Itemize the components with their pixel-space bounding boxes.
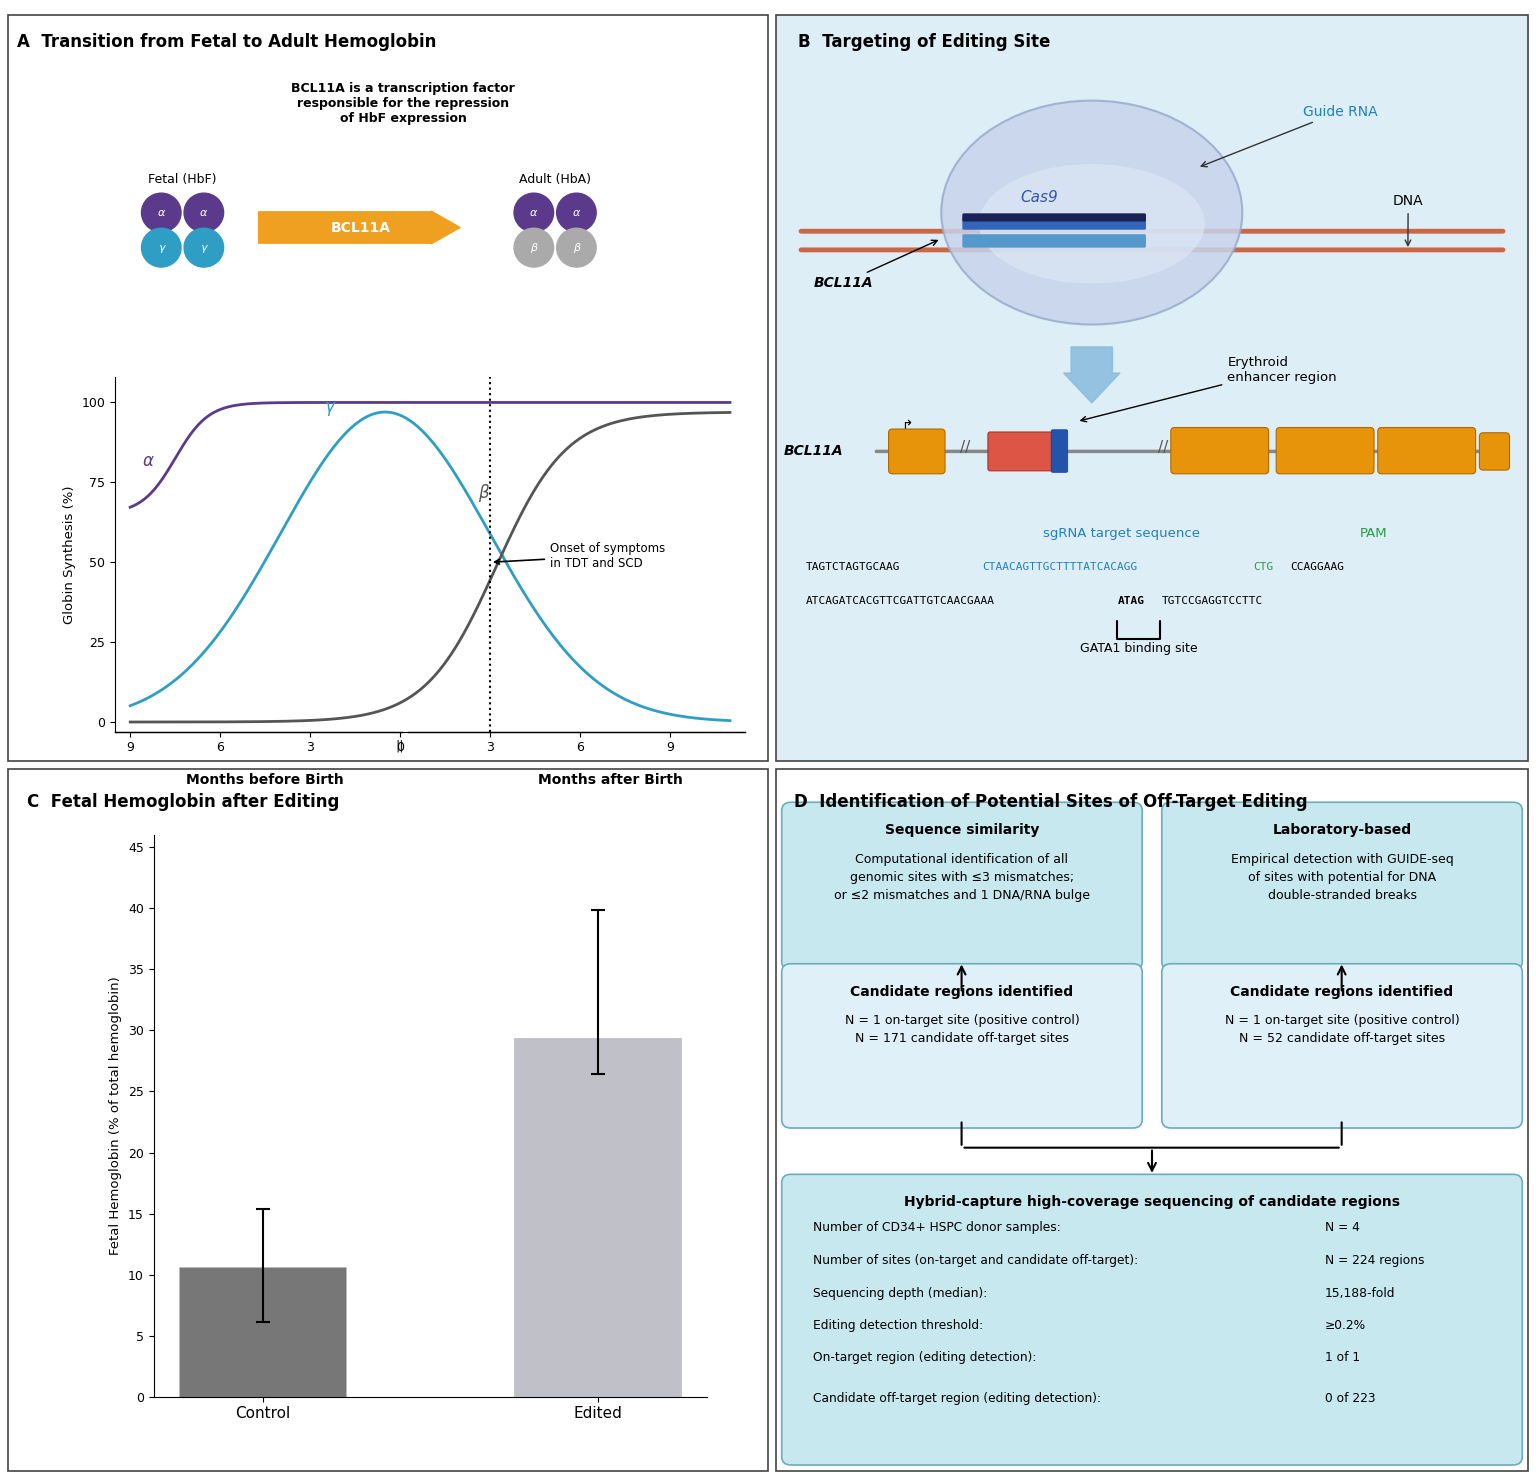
Circle shape (515, 228, 553, 268)
Text: //: // (1158, 440, 1169, 455)
Circle shape (184, 194, 224, 232)
Ellipse shape (978, 164, 1204, 284)
Text: α: α (573, 207, 581, 217)
Text: BCL11A is a transcription factor
responsible for the repression
of HbF expressio: BCL11A is a transcription factor respons… (292, 81, 515, 126)
Y-axis label: Globin Synthesis (%): Globin Synthesis (%) (63, 485, 77, 624)
Text: B  Targeting of Editing Site: B Targeting of Editing Site (799, 34, 1051, 52)
Text: N = 1 on-target site (positive control)
N = 52 candidate off-target sites: N = 1 on-target site (positive control) … (1224, 1014, 1459, 1045)
Text: Empirical detection with GUIDE-seq
of sites with potential for DNA
double-strand: Empirical detection with GUIDE-seq of si… (1230, 853, 1453, 902)
Text: Computational identification of all
genomic sites with ≤3 mismatches;
or ≤2 mism: Computational identification of all geno… (834, 853, 1091, 902)
FancyBboxPatch shape (963, 216, 1146, 229)
FancyBboxPatch shape (1378, 427, 1476, 474)
Text: Editing detection threshold:: Editing detection threshold: (814, 1318, 983, 1332)
Text: Sequencing depth (median):: Sequencing depth (median): (814, 1287, 988, 1299)
Text: Sequence similarity: Sequence similarity (885, 823, 1040, 838)
FancyBboxPatch shape (888, 429, 945, 474)
Text: γ: γ (201, 242, 207, 253)
FancyBboxPatch shape (963, 213, 1146, 222)
Text: Candidate regions identified: Candidate regions identified (1230, 984, 1453, 999)
FancyArrow shape (1063, 347, 1120, 403)
Text: Erythroid
enhancer region: Erythroid enhancer region (1081, 356, 1336, 421)
Text: Laboratory-based: Laboratory-based (1272, 823, 1412, 838)
Text: Guide RNA: Guide RNA (1201, 105, 1378, 167)
Text: Months after Birth: Months after Birth (538, 773, 682, 788)
Text: CTG: CTG (1253, 562, 1273, 572)
Text: α: α (158, 207, 164, 217)
FancyBboxPatch shape (963, 234, 1146, 248)
FancyBboxPatch shape (1276, 427, 1375, 474)
Text: Onset of symptoms
in TDT and SCD: Onset of symptoms in TDT and SCD (495, 542, 665, 571)
Text: ↱: ↱ (902, 418, 914, 433)
Text: BCL11A: BCL11A (814, 241, 937, 290)
Text: Candidate regions identified: Candidate regions identified (851, 984, 1074, 999)
Text: Cas9: Cas9 (1020, 191, 1058, 205)
Text: 1 of 1: 1 of 1 (1326, 1351, 1361, 1364)
Text: 0 of 223: 0 of 223 (1326, 1392, 1376, 1406)
Circle shape (141, 194, 181, 232)
Text: Fetal (HbF): Fetal (HbF) (149, 173, 217, 186)
Circle shape (556, 194, 596, 232)
Text: Candidate off-target region (editing detection):: Candidate off-target region (editing det… (814, 1392, 1101, 1406)
Text: BCL11A: BCL11A (783, 445, 843, 458)
Text: ATCAGATCACGTTCGATTGTCAACGAAA: ATCAGATCACGTTCGATTGTCAACGAAA (806, 596, 995, 606)
FancyArrow shape (258, 211, 461, 244)
Circle shape (141, 228, 181, 268)
Ellipse shape (942, 101, 1243, 325)
Text: DNA: DNA (1393, 194, 1424, 245)
Text: α: α (530, 207, 538, 217)
FancyBboxPatch shape (1051, 430, 1068, 473)
Bar (178, 1267, 346, 1397)
Text: β: β (530, 242, 538, 253)
FancyBboxPatch shape (782, 964, 1143, 1128)
Text: TAGTCTAGTGCAAG: TAGTCTAGTGCAAG (806, 562, 900, 572)
FancyBboxPatch shape (1170, 427, 1269, 474)
FancyBboxPatch shape (1479, 433, 1510, 470)
Text: Adult (HbA): Adult (HbA) (519, 173, 591, 186)
Text: PAM: PAM (1361, 528, 1389, 539)
Text: N = 4: N = 4 (1326, 1221, 1359, 1234)
Text: β: β (573, 242, 581, 253)
Bar (515, 1038, 682, 1397)
Text: GATA1 binding site: GATA1 binding site (1080, 641, 1197, 655)
Text: 15,188-fold: 15,188-fold (1326, 1287, 1396, 1299)
Text: C  Fetal Hemoglobin after Editing: C Fetal Hemoglobin after Editing (26, 794, 339, 811)
Text: A  Transition from Fetal to Adult Hemoglobin: A Transition from Fetal to Adult Hemoglo… (17, 34, 436, 52)
Text: On-target region (editing detection):: On-target region (editing detection): (814, 1351, 1037, 1364)
Y-axis label: Fetal Hemoglobin (% of total hemoglobin): Fetal Hemoglobin (% of total hemoglobin) (109, 977, 123, 1255)
Text: ≥0.2%: ≥0.2% (1326, 1318, 1366, 1332)
Circle shape (184, 228, 224, 268)
Text: D  Identification of Potential Sites of Off-Target Editing: D Identification of Potential Sites of O… (794, 794, 1309, 811)
Text: TGTCCGAGGTCCTTC: TGTCCGAGGTCCTTC (1161, 596, 1263, 606)
Text: //: // (960, 440, 971, 455)
FancyBboxPatch shape (988, 432, 1064, 471)
Text: CTAACAGTTGCTTTTATCACAGG: CTAACAGTTGCTTTTATCACAGG (983, 562, 1138, 572)
Text: γ: γ (326, 398, 335, 415)
FancyBboxPatch shape (782, 1175, 1522, 1465)
Text: Months before Birth: Months before Birth (186, 773, 344, 788)
Text: γ: γ (158, 242, 164, 253)
Text: α: α (143, 452, 154, 470)
Text: N = 1 on-target site (positive control)
N = 171 candidate off-target sites: N = 1 on-target site (positive control) … (845, 1014, 1080, 1045)
Text: ||: || (396, 739, 404, 752)
FancyBboxPatch shape (1161, 964, 1522, 1128)
Text: Hybrid-capture high-coverage sequencing of candidate regions: Hybrid-capture high-coverage sequencing … (905, 1196, 1399, 1209)
Text: N = 224 regions: N = 224 regions (1326, 1255, 1424, 1267)
FancyBboxPatch shape (1161, 803, 1522, 970)
Circle shape (515, 194, 553, 232)
Text: sgRNA target sequence: sgRNA target sequence (1043, 528, 1201, 539)
Text: Number of CD34+ HSPC donor samples:: Number of CD34+ HSPC donor samples: (814, 1221, 1061, 1234)
Text: CCAGGAAG: CCAGGAAG (1290, 562, 1344, 572)
Text: Number of sites (on-target and candidate off-target):: Number of sites (on-target and candidate… (814, 1255, 1138, 1267)
FancyBboxPatch shape (782, 803, 1143, 970)
Text: ATAG: ATAG (1117, 596, 1144, 606)
Text: β: β (478, 485, 488, 503)
Text: BCL11A: BCL11A (332, 220, 392, 235)
Circle shape (556, 228, 596, 268)
Text: α: α (200, 207, 207, 217)
